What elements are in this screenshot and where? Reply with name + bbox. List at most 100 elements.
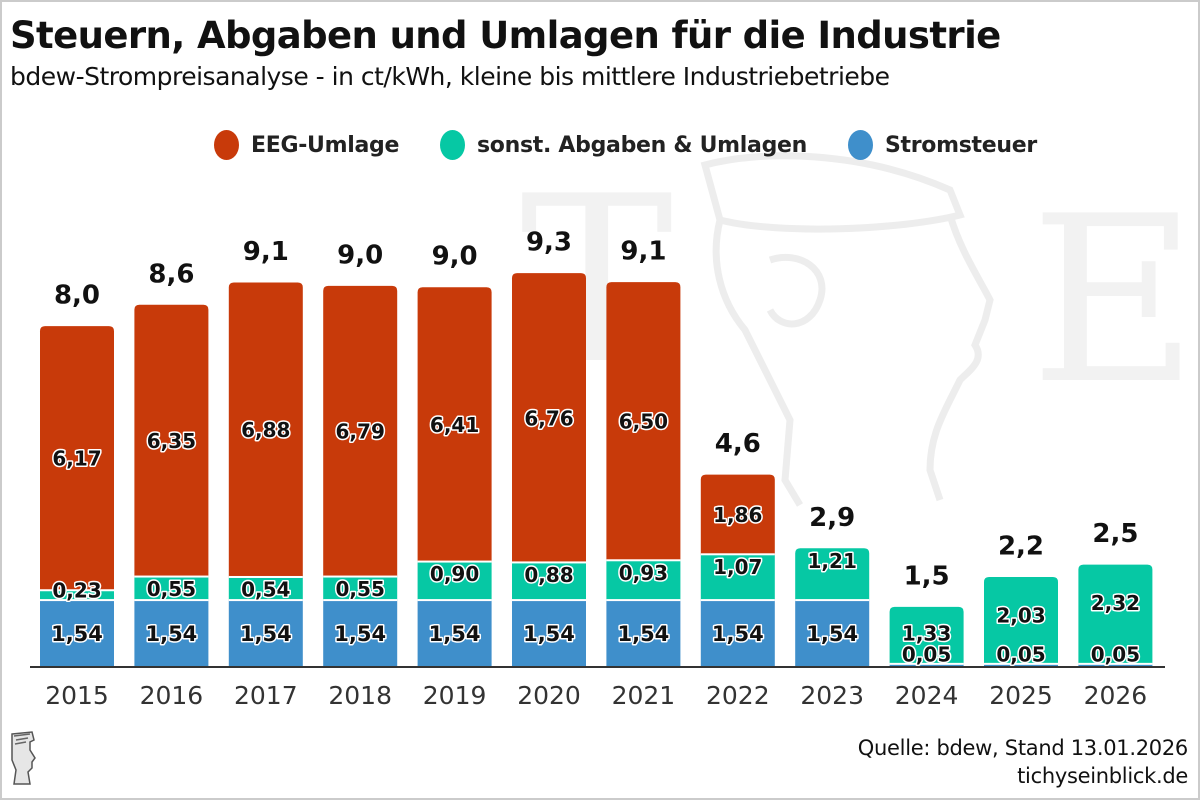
data-label-stromsteuer: 1,54 xyxy=(51,622,103,646)
hermes-logo-icon xyxy=(8,730,38,788)
bar-segment-sonst xyxy=(134,576,209,601)
x-axis-line xyxy=(30,666,1165,668)
data-label-stromsteuer: 1,54 xyxy=(334,622,386,646)
segment-separator xyxy=(512,599,586,602)
segment-separator xyxy=(40,599,114,602)
data-label-sonst: 1,07 xyxy=(713,555,762,579)
legend-label-sonst: sonst. Abgaben & Umlagen xyxy=(477,132,808,158)
bar-segment-sonst xyxy=(889,606,964,664)
site-link[interactable]: tichyseinblick.de xyxy=(1017,764,1188,788)
hermes-head-watermark-icon xyxy=(700,152,994,507)
bar-segment-stromsteuer xyxy=(984,663,1058,666)
data-label-eeg: 6,76 xyxy=(524,406,573,430)
x-tick-label: 2017 xyxy=(234,681,298,710)
bar-segment-stromsteuer xyxy=(512,600,586,666)
source-text: Quelle: bdew, Stand 13.01.2026 xyxy=(857,736,1189,760)
total-label: 9,3 xyxy=(526,228,572,258)
bar-segment-eeg xyxy=(700,474,775,555)
data-label-sonst: 0,55 xyxy=(147,577,196,601)
bar-segment-stromsteuer xyxy=(134,600,209,666)
bar-segment-eeg xyxy=(134,304,209,577)
bar-segment-stromsteuer xyxy=(228,600,303,666)
data-label-sonst: 2,03 xyxy=(996,603,1045,627)
data-label-sonst: 0,88 xyxy=(524,563,573,587)
total-label: 2,9 xyxy=(809,503,855,533)
bar-segment-sonst xyxy=(40,590,114,601)
data-label-sonst: 1,33 xyxy=(902,621,951,645)
segment-separator xyxy=(134,575,209,578)
segment-separator xyxy=(606,599,681,602)
data-label-stromsteuer: 1,54 xyxy=(240,622,292,646)
bar-segment-eeg xyxy=(417,287,492,562)
total-label: 4,6 xyxy=(715,429,761,459)
segment-separator xyxy=(606,559,681,562)
legend-label-eeg: EEG-Umlage xyxy=(251,132,400,158)
bar-segment-stromsteuer xyxy=(700,600,775,666)
segment-separator xyxy=(323,575,398,578)
bar-segment-sonst xyxy=(606,560,681,601)
total-label: 2,2 xyxy=(998,531,1044,561)
data-label-eeg: 6,35 xyxy=(147,429,196,453)
data-label-eeg: 6,41 xyxy=(430,413,479,437)
total-label: 1,5 xyxy=(904,561,950,591)
bar-segment-sonst xyxy=(700,554,775,601)
data-label-eeg: 1,86 xyxy=(713,503,762,527)
watermark-letter-e: E xyxy=(1030,168,1198,435)
x-tick-label: 2018 xyxy=(328,681,392,710)
bar-segment-stromsteuer xyxy=(1078,663,1153,666)
data-label-stromsteuer: 0,05 xyxy=(902,643,951,667)
data-label-sonst: 0,90 xyxy=(430,562,479,586)
legend-item-sonst: sonst. Abgaben & Umlagen xyxy=(440,130,807,160)
segment-separator xyxy=(323,599,398,602)
total-label: 8,6 xyxy=(148,259,194,289)
bar-segment-stromsteuer xyxy=(40,600,114,666)
bar-segment-sonst xyxy=(417,561,492,601)
bar-segment-stromsteuer xyxy=(323,600,398,666)
chart-subtitle: bdew-Strompreisanalyse - in ct/kWh, klei… xyxy=(10,62,890,91)
total-label: 9,0 xyxy=(337,240,383,270)
data-label-sonst: 0,93 xyxy=(619,561,668,585)
x-tick-label: 2025 xyxy=(989,681,1053,710)
legend-item-eeg: EEG-Umlage xyxy=(214,130,399,160)
data-label-stromsteuer: 1,54 xyxy=(712,622,764,646)
x-tick-label: 2021 xyxy=(612,681,676,710)
bar-segment-stromsteuer xyxy=(417,600,492,666)
legend-swatch-stromsteuer-icon xyxy=(848,130,873,160)
bar-segment-sonst xyxy=(795,548,870,601)
bar-segment-stromsteuer xyxy=(795,600,870,666)
segment-separator xyxy=(984,662,1058,665)
segment-separator xyxy=(228,599,303,602)
total-label: 2,5 xyxy=(1092,519,1138,549)
segment-separator xyxy=(795,599,870,602)
x-tick-label: 2019 xyxy=(423,681,487,710)
data-label-sonst: 0,54 xyxy=(241,577,290,601)
data-label-sonst: 0,23 xyxy=(52,579,101,603)
data-label-stromsteuer: 0,05 xyxy=(1091,643,1140,667)
data-label-stromsteuer: 1,54 xyxy=(806,622,858,646)
bar-segment-sonst xyxy=(228,576,303,601)
data-label-sonst: 0,55 xyxy=(336,577,385,601)
legend: EEG-Umlage sonst. Abgaben & Umlagen Stro… xyxy=(0,130,1200,164)
data-label-sonst: 1,21 xyxy=(808,549,857,573)
bar-segment-eeg xyxy=(40,326,114,591)
segment-separator xyxy=(417,599,492,602)
segment-separator xyxy=(700,599,775,602)
data-label-eeg: 6,17 xyxy=(52,447,101,471)
bar-segment-stromsteuer xyxy=(889,663,964,666)
total-label: 8,0 xyxy=(54,281,100,311)
data-label-eeg: 6,79 xyxy=(336,420,385,444)
legend-item-stromsteuer: Stromsteuer xyxy=(848,130,1037,160)
x-tick-label: 2022 xyxy=(706,681,770,710)
segment-separator xyxy=(700,553,775,556)
bar-segment-eeg xyxy=(606,282,681,561)
legend-label-stromsteuer: Stromsteuer xyxy=(885,132,1037,158)
bar-segment-eeg xyxy=(323,285,398,577)
total-label: 9,1 xyxy=(243,237,289,267)
bar-segment-sonst xyxy=(1078,564,1153,664)
data-label-sonst: 2,32 xyxy=(1091,591,1140,615)
bar-segment-stromsteuer xyxy=(606,600,681,666)
data-label-stromsteuer: 1,54 xyxy=(617,622,669,646)
data-label-eeg: 6,88 xyxy=(241,418,290,442)
x-tick-label: 2016 xyxy=(140,681,204,710)
bar-segment-sonst xyxy=(984,576,1058,664)
